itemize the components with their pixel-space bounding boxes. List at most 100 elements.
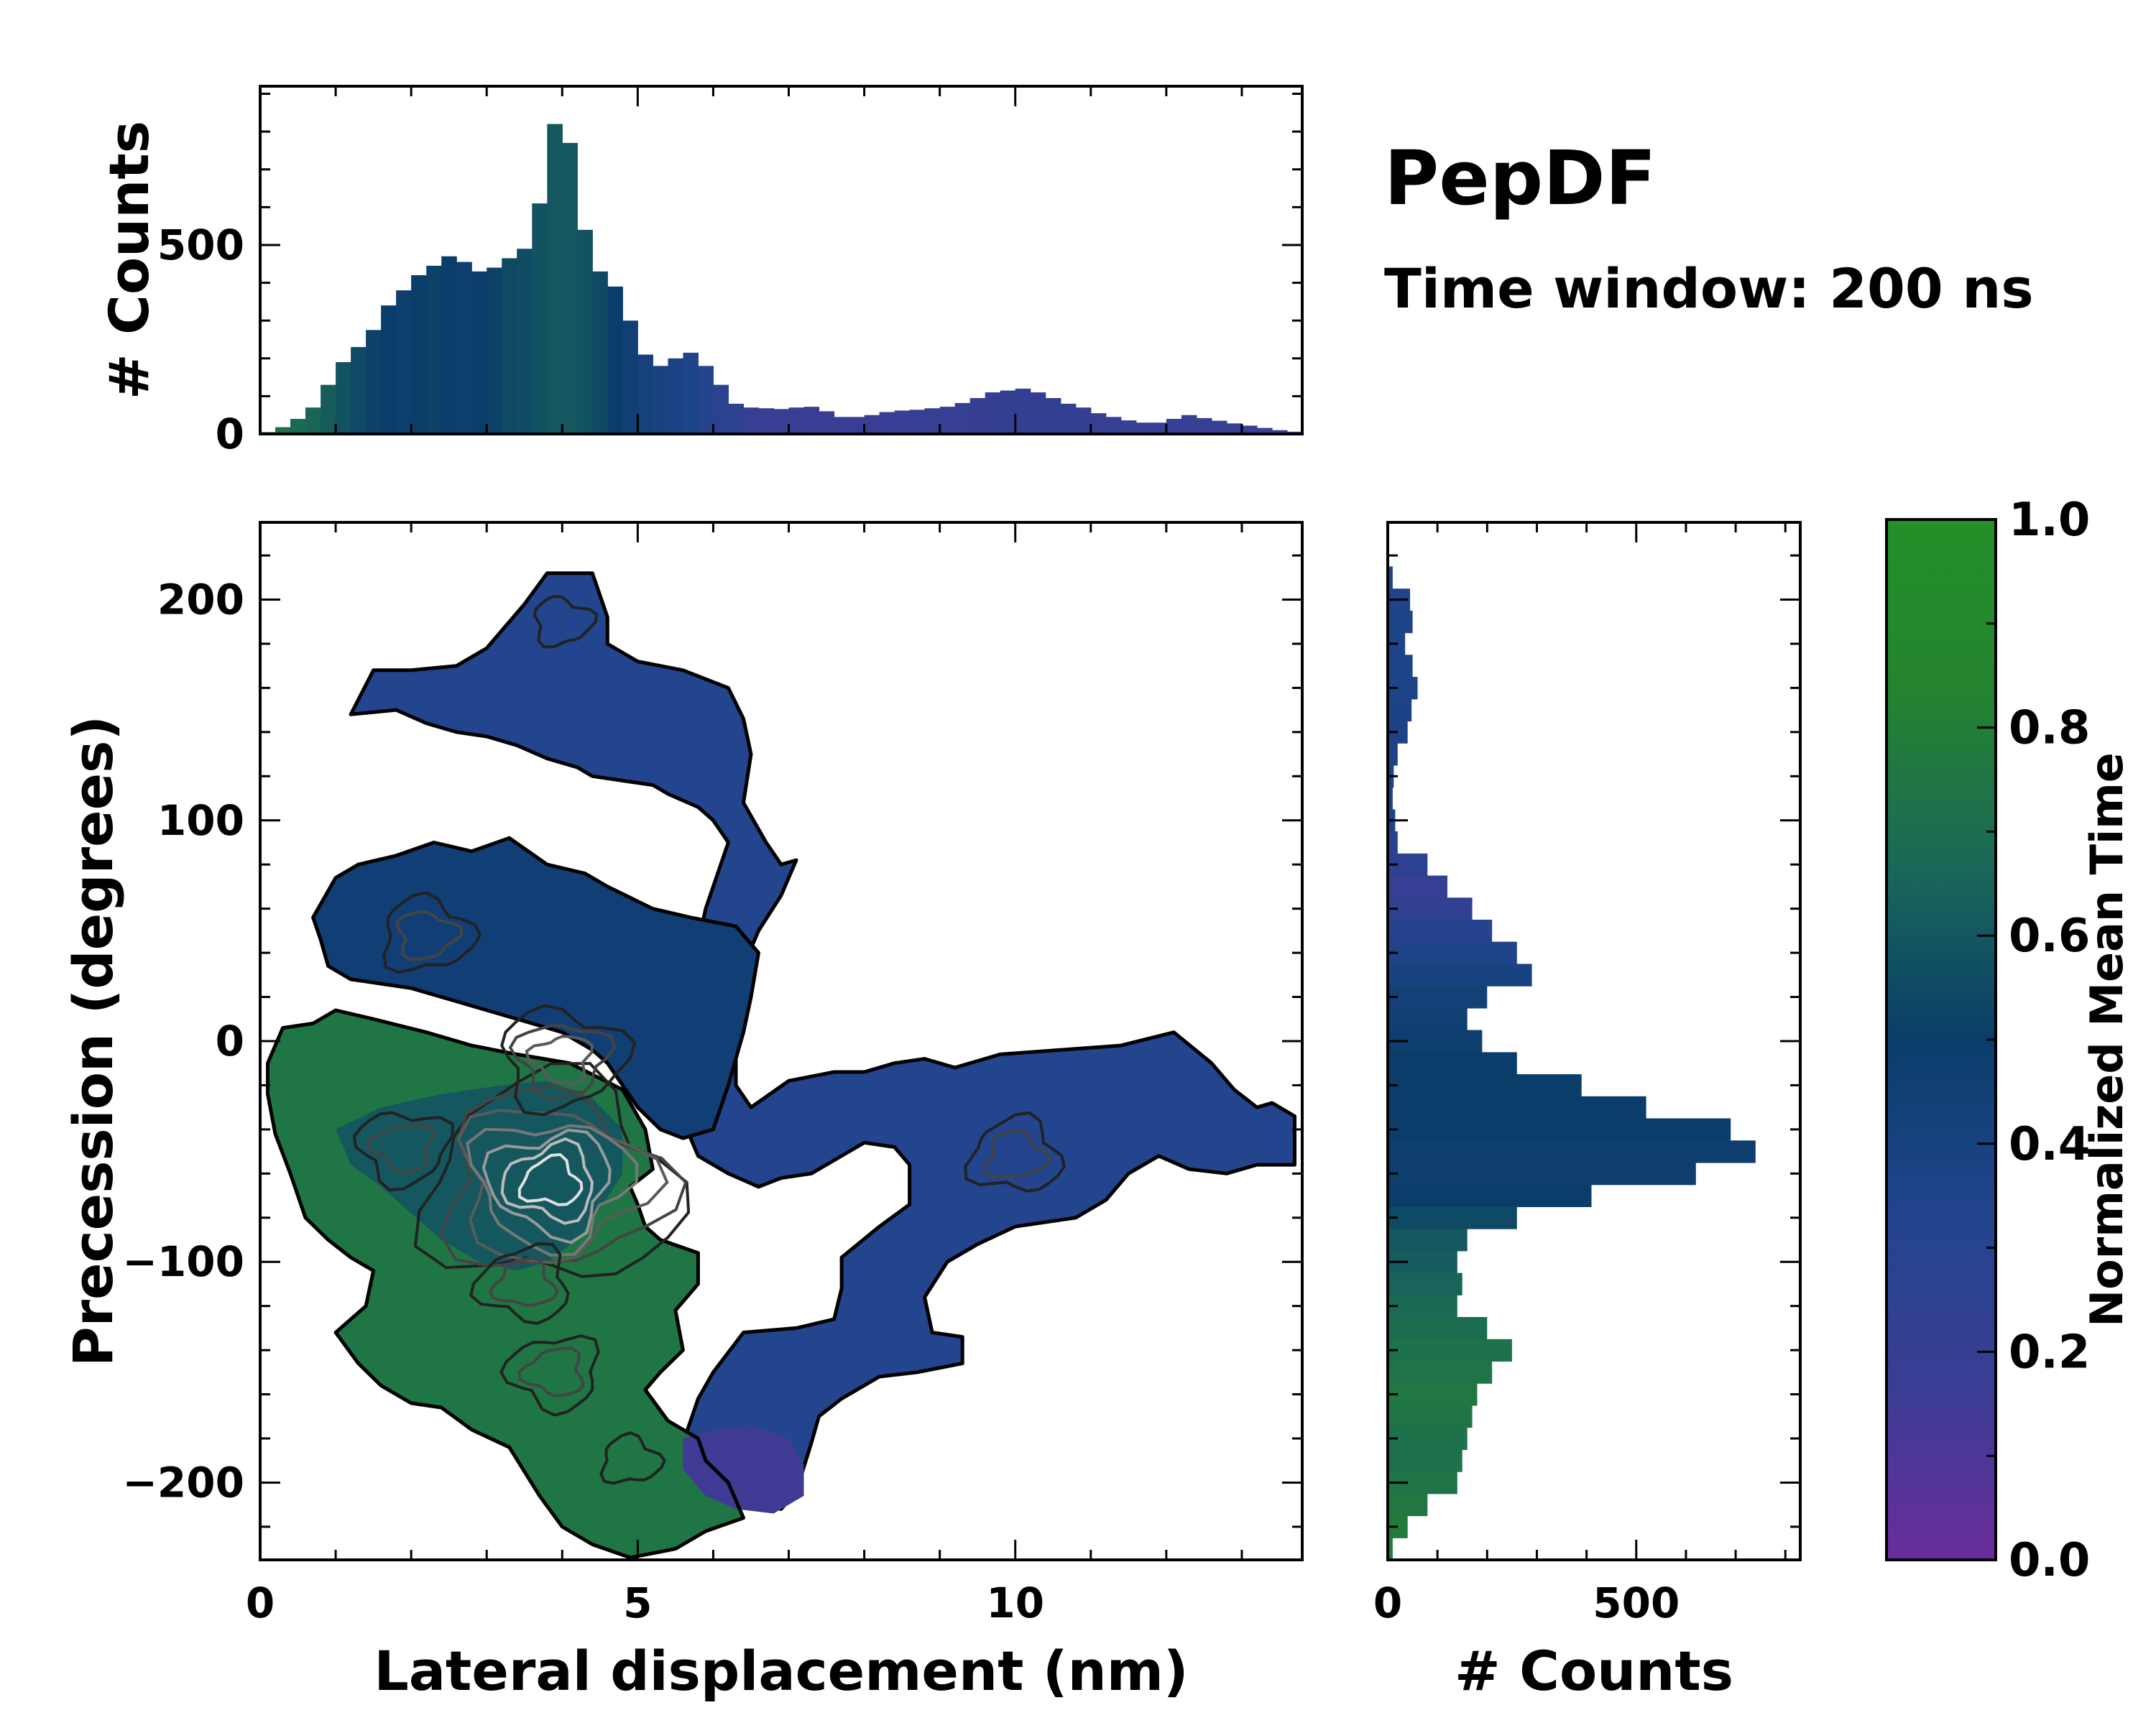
colorbar-tick-label-1: 0.2	[2009, 1326, 2090, 1379]
main-heatmap-panel: 0 5 10 200 100 0 −100 −200 Lateral displacement…	[61, 521, 1304, 1703]
top-bar-12	[441, 256, 457, 434]
top-bar-63	[1211, 420, 1227, 434]
top-bar-38	[834, 417, 850, 434]
top-bar-24	[622, 320, 638, 434]
colorbar-tick-label-5: 1.0	[2009, 494, 2090, 547]
top-bar-1	[275, 427, 291, 434]
right-bar-44	[1388, 1538, 1393, 1560]
contour-peak-main-level-6	[517, 1152, 584, 1206]
top-bar-36	[803, 407, 820, 434]
right-bar-26	[1388, 1140, 1756, 1163]
top-bar-30	[713, 384, 729, 434]
top-bar-4	[321, 384, 336, 434]
colorbar-panel: 0.0 0.2 0.4 0.6 0.8 1.0 Normalized Mean Time	[1885, 494, 2133, 1587]
top-bar-10	[411, 275, 427, 434]
top-bar-62	[1196, 417, 1212, 434]
right-bar-17	[1388, 941, 1517, 964]
right-bar-40	[1388, 1449, 1462, 1472]
right-bar-0	[1388, 566, 1393, 589]
top-bar-45	[939, 407, 956, 434]
density-contours	[352, 594, 1067, 1485]
top-bar-8	[381, 305, 397, 434]
top-bar-29	[698, 366, 714, 434]
top-bar-67	[1272, 430, 1288, 434]
top-bar-65	[1241, 425, 1258, 434]
contour-peak-main-level-0	[413, 1062, 691, 1278]
right-bar-18	[1388, 964, 1532, 987]
contour-peak-mid-level-0	[500, 1004, 637, 1117]
colorbar-label: Normalized Mean Time	[2081, 752, 2133, 1327]
top-bar-16	[502, 258, 517, 434]
top-bar-44	[924, 408, 941, 434]
colorbar-tick-label-0: 0.0	[2009, 1534, 2090, 1587]
top-bar-52	[1045, 398, 1061, 434]
top-bar-31	[728, 403, 744, 434]
region-boundary-left-lobe	[311, 836, 760, 1140]
main-y-tick-label-1: 100	[157, 796, 244, 845]
contour-peak-lower-level-0	[499, 1334, 600, 1417]
main-x-tick-label-2: 10	[986, 1579, 1044, 1627]
top-bar-54	[1075, 407, 1092, 434]
right-bar-27	[1388, 1163, 1696, 1186]
right-bar-34	[1388, 1317, 1488, 1340]
right-bar-33	[1388, 1295, 1457, 1318]
top-bar-37	[819, 411, 835, 434]
right-bar-10	[1388, 787, 1393, 810]
right-bar-35	[1388, 1339, 1512, 1362]
figure-title: PepDF	[1384, 134, 1657, 222]
colorbar-tick-label-3: 0.6	[2009, 910, 2090, 963]
main-x-axis-title: Lateral displacement (nm)	[374, 1639, 1188, 1703]
top-bar-42	[894, 410, 911, 434]
contour-peak-bottom-level-0	[599, 1431, 666, 1485]
top-bar-59	[1151, 422, 1167, 434]
right-bar-25	[1388, 1118, 1731, 1141]
main-y-tick-label-3: −100	[122, 1237, 244, 1286]
top-bar-26	[653, 366, 668, 434]
top-bar-57	[1120, 420, 1137, 434]
right-x-axis-title: # Counts	[1455, 1639, 1733, 1703]
top-bar-50	[1015, 388, 1031, 434]
top-bar-3	[305, 407, 321, 434]
colorbar-tick-label-4: 0.8	[2009, 702, 2090, 755]
main-x-tick-label-0: 0	[246, 1579, 275, 1627]
contour-peak-right-level-1	[982, 1129, 1052, 1178]
top-bar-27	[668, 358, 683, 434]
top-bar-66	[1257, 428, 1273, 434]
top-bar-18	[532, 203, 548, 434]
top-bar-25	[637, 354, 653, 434]
top-bar-9	[396, 290, 412, 434]
contour-peak-left-level-1	[366, 1124, 436, 1174]
top-bar-15	[487, 267, 502, 434]
main-y-tick-label-4: −200	[122, 1458, 244, 1507]
contour-peak-mid-level-2	[525, 1035, 594, 1086]
contour-peak-upper-left-level-0	[382, 891, 482, 974]
right-bar-12	[1388, 831, 1398, 854]
top-bar-7	[366, 330, 382, 434]
right-bar-16	[1388, 920, 1493, 943]
heatmap-regions	[266, 571, 1296, 1560]
right-bar-29	[1388, 1206, 1517, 1229]
top-bar-46	[954, 402, 971, 434]
contour-peak-lower-level-1	[517, 1346, 585, 1397]
top-axes-frame	[259, 85, 1304, 435]
right-bar-42	[1388, 1493, 1428, 1517]
top-bar-6	[351, 347, 367, 434]
colorbar-tick-label-2: 0.4	[2009, 1118, 2090, 1171]
top-bar-56	[1105, 417, 1122, 434]
top-bar-5	[336, 362, 351, 434]
contour-peak-mid-level-1	[508, 1024, 617, 1101]
right-bar-36	[1388, 1361, 1493, 1384]
right-bar-14	[1388, 875, 1447, 898]
main-y-axis-title: Precession (degrees)	[61, 716, 125, 1367]
right-bar-39	[1388, 1427, 1468, 1450]
right-bar-19	[1388, 986, 1488, 1009]
contour-peak-right-level-0	[964, 1111, 1067, 1193]
top-bar-48	[985, 392, 1001, 434]
top-bar-11	[426, 265, 442, 434]
contour-peak-left-level-0	[352, 1111, 454, 1192]
contour-peak-top-level-0	[533, 594, 599, 649]
top-bar-55	[1090, 413, 1107, 434]
top-bar-61	[1181, 415, 1197, 434]
right-bar-23	[1388, 1074, 1582, 1097]
